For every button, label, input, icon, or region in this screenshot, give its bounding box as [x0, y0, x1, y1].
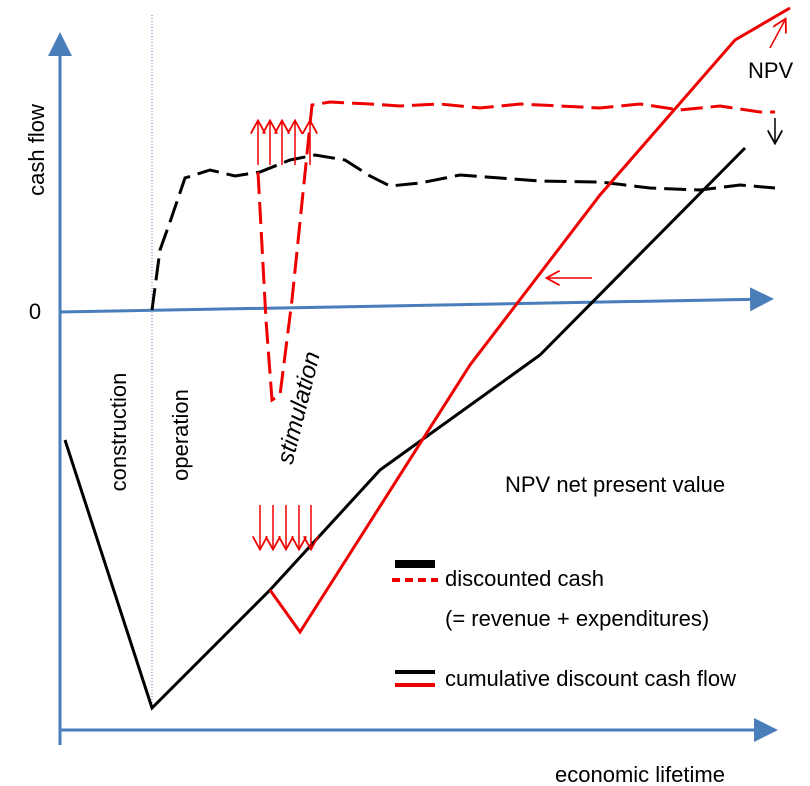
legend-sublabel: (= revenue + expenditures) [445, 606, 709, 631]
stimulation-up-arrows [258, 122, 310, 165]
legend-label: cumulative discount cash flow [445, 666, 736, 691]
zero-axis [59, 287, 774, 314]
discounted-cash-black [150, 153, 776, 311]
x-axis-label: economic lifetime [555, 762, 725, 786]
cumulative-black [63, 146, 747, 711]
construction-label: construction [106, 373, 131, 492]
legend-swatch-black-dashed [395, 560, 435, 568]
stimulation-down-arrows [260, 505, 311, 548]
stimulation-label: stimulation [272, 349, 326, 467]
cumulative-red [268, 6, 791, 635]
operation-label: operation [168, 389, 193, 481]
discounted-cash-red [256, 100, 775, 403]
zero-label: 0 [29, 299, 41, 324]
legend-label: discounted cash [445, 566, 604, 591]
npv-note: NPV net present value [505, 472, 725, 497]
npv-red-arrow [769, 20, 785, 49]
npv-label: NPV [748, 58, 794, 83]
y-axis-label: cash flow [24, 104, 49, 196]
